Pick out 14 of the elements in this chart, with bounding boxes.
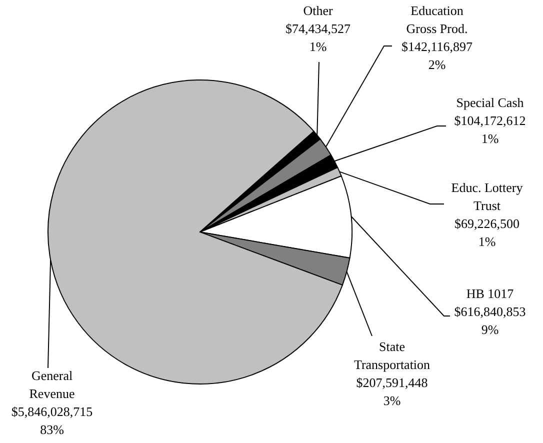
data-label: $74,434,527 1% <box>286 21 351 54</box>
data-label: $207,591,448 3% <box>356 375 428 408</box>
slice-label: General Revenue <box>29 368 75 401</box>
slice-label: HB 1017 <box>466 286 514 301</box>
slice-label: Special Cash <box>456 95 524 110</box>
slice-label: State Transportation <box>354 339 431 372</box>
data-label: $69,226,500 1% <box>454 216 520 249</box>
data-label: $5,846,028,715 83% <box>11 404 93 437</box>
data-label: $616,840,853 9% <box>454 304 526 337</box>
data-label: $104,172,612 1% <box>454 113 526 146</box>
slice-label: Education Gross Prod. <box>406 3 468 36</box>
slice-label: Educ. Lottery Trust <box>451 180 524 213</box>
slice-label: Other <box>303 3 334 18</box>
data-label: $142,116,897 2% <box>401 39 473 72</box>
